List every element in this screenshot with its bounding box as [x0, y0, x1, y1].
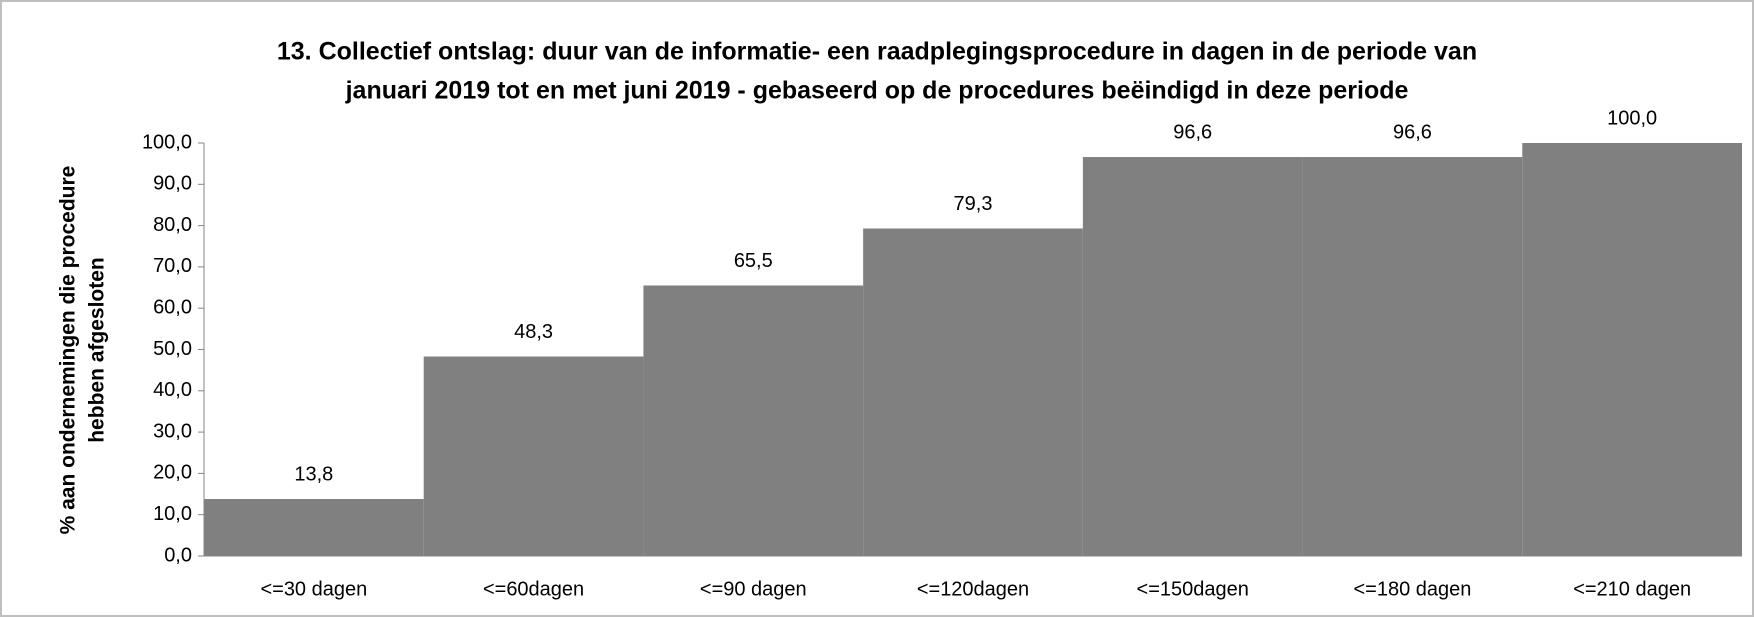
y-tick-label: 70,0 [153, 255, 192, 277]
y-axis-title: hebben afgesloten [86, 257, 109, 443]
y-tick-label: 60,0 [153, 296, 192, 318]
chart-title: januari 2019 tot en met juni 2019 - geba… [345, 77, 1409, 105]
y-tick-label: 90,0 [153, 173, 192, 195]
data-label: 96,6 [1173, 121, 1212, 143]
x-tick-label: <=210 dagen [1573, 578, 1691, 600]
y-axis-title: % aan ondernemingen die procedure [57, 166, 80, 535]
data-label: 48,3 [514, 321, 553, 343]
data-label: 96,6 [1393, 121, 1432, 143]
data-label: 100,0 [1607, 107, 1657, 129]
data-label: 65,5 [734, 250, 773, 272]
y-tick-label: 40,0 [153, 379, 192, 401]
y-tick-label: 30,0 [153, 420, 192, 442]
x-tick-label: <=180 dagen [1353, 578, 1471, 600]
x-tick-label: <=30 dagen [260, 578, 367, 600]
bar [423, 356, 644, 556]
bar [204, 499, 424, 556]
x-tick-label: <=90 dagen [700, 578, 807, 600]
bar [1302, 157, 1523, 557]
y-tick-label: 100,0 [142, 131, 192, 153]
bar [863, 228, 1083, 556]
bar [1522, 143, 1742, 556]
bar [643, 285, 864, 556]
y-tick-label: 80,0 [153, 214, 192, 236]
x-tick-label: <=150dagen [1137, 578, 1249, 600]
x-tick-label: <=60dagen [483, 578, 584, 600]
y-tick-label: 20,0 [153, 462, 192, 484]
data-label: 13,8 [294, 463, 333, 485]
x-tick-label: <=120dagen [917, 578, 1029, 600]
y-tick-label: 10,0 [153, 503, 192, 525]
y-tick-label: 50,0 [153, 338, 192, 360]
y-tick-label: 0,0 [164, 544, 192, 566]
bar [1082, 157, 1303, 557]
data-label: 79,3 [954, 193, 993, 215]
chart-title: 13. Collectief ontslag: duur van de info… [277, 38, 1477, 66]
